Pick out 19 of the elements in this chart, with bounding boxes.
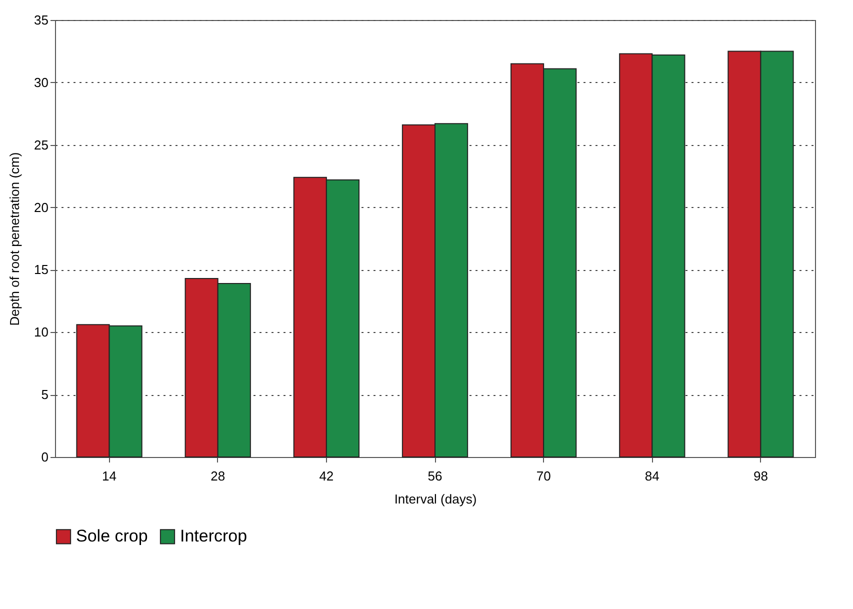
y-tick-label: 5 <box>41 387 48 402</box>
x-tick-label: 28 <box>210 468 226 484</box>
x-tick-label: 14 <box>102 468 117 484</box>
x-tick-label: 42 <box>319 468 334 484</box>
y-tick-label: 35 <box>34 12 48 28</box>
x-tick-label: 70 <box>536 468 551 484</box>
x-tick-label: 84 <box>644 468 660 484</box>
y-axis-title: Depth of root penetration (cm) <box>7 152 22 326</box>
x-tick-label: 56 <box>428 468 442 484</box>
y-tick-label: 15 <box>34 262 48 278</box>
y-tick-label: 30 <box>34 74 48 90</box>
x-axis-title: Interval (days) <box>394 492 477 506</box>
x-tick-label: 98 <box>753 468 768 484</box>
y-tick-label: 25 <box>34 137 48 152</box>
legend-label: Intercrop <box>180 526 248 546</box>
legend-label: Sole crop <box>76 526 148 546</box>
y-tick-label: 0 <box>41 450 48 464</box>
y-tick-label: 20 <box>34 200 48 215</box>
y-tick-label: 10 <box>34 324 48 340</box>
